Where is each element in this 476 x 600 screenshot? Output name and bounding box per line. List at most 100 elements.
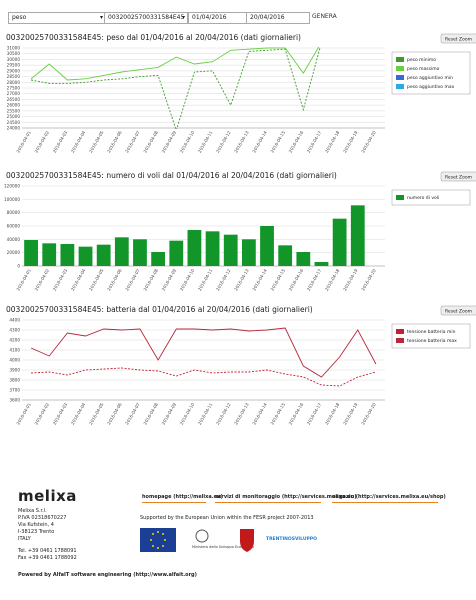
bar (241, 239, 256, 266)
y-tick-label: 26000 (7, 103, 21, 108)
reset-zoom-label: Reset Zoom (445, 37, 472, 43)
x-tick-label: 2016-04-14 (251, 130, 268, 154)
x-tick-label: 2016-04-17 (306, 268, 323, 292)
x-tick-label: 2016-04-08 (142, 130, 159, 154)
x-tick-label: 2016-04-15 (270, 268, 287, 292)
y-tick-label: 4000 (9, 358, 20, 363)
y-tick-label: 29500 (7, 63, 21, 68)
y-tick-label: 3900 (9, 368, 20, 373)
x-tick-label: 2016-04-08 (142, 268, 159, 292)
x-tick-label: 2016-04-18 (324, 130, 341, 154)
ministry-label: Ministero dello Sviluppo Economico (192, 545, 254, 549)
sponsor-logos: Ministero dello Sviluppo Economico TRENT… (140, 528, 317, 552)
y-tick-label: 27500 (7, 86, 21, 91)
date-to-input[interactable]: 20/04/2016 (246, 12, 310, 24)
legend-box (391, 189, 471, 206)
legend-label: peso massimo (407, 66, 440, 72)
link[interactable]: negozio (http://services.melixa.eu/shop) (332, 494, 446, 503)
x-tick-label: 2016-04-05 (88, 130, 105, 154)
x-tick-label: 2016-04-04 (70, 268, 87, 292)
parameter-select[interactable]: peso (8, 12, 106, 24)
y-tick-label: 4300 (9, 328, 20, 333)
y-tick-label: 120000 (4, 184, 20, 189)
legend-label: numero di voli (407, 195, 439, 201)
x-tick-label: 2016-04-03 (52, 402, 69, 426)
support-text: Supported by the European Union within t… (140, 515, 314, 521)
x-tick-label: 2016-04-09 (161, 402, 178, 426)
address-line: Melixa S.r.l. (18, 508, 47, 514)
y-tick-label: 20000 (7, 250, 21, 255)
plot (30, 327, 377, 387)
x-tick-label: 2016-04-10 (179, 402, 196, 426)
legend-label: peso aggiuntivo max (407, 84, 455, 90)
chart-flights: 00320025700331584E45: numero di voli dal… (4, 171, 476, 292)
x-tick-label: 2016-04-09 (161, 130, 178, 154)
x-tick-label: 2016-04-17 (306, 402, 323, 426)
y-tick-label: 0 (17, 264, 20, 269)
bar (78, 246, 93, 266)
x-tick-label: 2016-04-01 (15, 130, 32, 154)
legend-swatch (396, 338, 404, 343)
contact-line: Fax +39 0461 1788092 (18, 555, 77, 561)
date-from-input[interactable]: 01/04/2016 (188, 12, 248, 24)
x-tick-label: 2016-04-20 (360, 268, 377, 292)
trentino-logo: TRENTINOSVILUPPO (266, 536, 317, 542)
x-tick-label: 2016-04-06 (106, 130, 123, 154)
reset-zoom[interactable] (440, 171, 476, 182)
contacts: Tel. +39 0461 1788091 Fax +39 0461 17880… (18, 548, 77, 562)
ministry-emblem (195, 529, 209, 543)
reset-zoom[interactable] (440, 305, 476, 316)
eu-stars (150, 531, 166, 549)
chart-title: 00320025700331584E45: numero di voli dal… (6, 171, 337, 180)
address-line: Via Kufstein, 4 (18, 522, 54, 528)
bar (24, 240, 38, 266)
bar (260, 226, 274, 266)
link[interactable]: homepage (http://melixa.eu) (142, 494, 223, 503)
x-tick-label: 2016-04-08 (142, 402, 159, 426)
y-tick-label: 26500 (7, 97, 21, 102)
y-tick-label: 28000 (7, 80, 21, 85)
x-tick-label: 2016-04-06 (106, 402, 123, 426)
legend-swatch (396, 66, 404, 71)
x-tick-label: 2016-04-14 (251, 402, 268, 426)
x-tick-label: 2016-04-19 (342, 130, 359, 154)
y-tick-label: 4100 (9, 348, 20, 353)
generate-button[interactable]: GENERA (312, 13, 337, 20)
bar (314, 262, 329, 266)
x-tick-label: 2016-04-12 (215, 268, 232, 292)
address-line: ITALY (18, 536, 31, 542)
reset-zoom-label: Reset Zoom (445, 175, 472, 181)
chart-weight: 00320025700331584E45: peso dal 01/04/201… (6, 33, 476, 154)
x-tick-label: 2016-04-19 (342, 402, 359, 426)
line (30, 47, 321, 129)
legend-label: tensione batteria min (407, 329, 456, 335)
x-tick-label: 2016-04-17 (306, 130, 323, 154)
x-tick-label: 2016-04-18 (324, 402, 341, 426)
y-tick-label: 3800 (9, 378, 20, 383)
y-tick-label: 30000 (7, 57, 21, 62)
bar (169, 240, 184, 266)
reset-zoom[interactable] (440, 33, 476, 44)
x-tick-label: 2016-04-12 (215, 402, 232, 426)
x-tick-label: 2016-04-07 (124, 268, 141, 292)
bar (187, 230, 202, 266)
address-line: P.IVA 02318670227 (18, 515, 67, 521)
x-tick-label: 2016-04-09 (161, 268, 178, 292)
x-tick-label: 2016-04-15 (270, 402, 287, 426)
y-tick-label: 31000 (7, 46, 21, 51)
x-tick-label: 2016-04-16 (288, 130, 305, 154)
y-tick-label: 25000 (7, 114, 21, 119)
x-tick-label: 2016-04-07 (124, 130, 141, 154)
chart-battery: 00320025700331584E45: batteria dal 01/04… (6, 305, 476, 426)
legend-label: tensione batteria max (407, 338, 457, 344)
device-select[interactable]: 00320025700331584E45 (104, 12, 188, 24)
x-tick-label: 2016-04-18 (324, 268, 341, 292)
y-tick-label: 3700 (9, 388, 20, 393)
bar (332, 218, 347, 266)
x-tick-label: 2016-04-11 (197, 130, 214, 154)
x-tick-label: 2016-04-05 (88, 402, 105, 426)
bar (350, 205, 365, 266)
link[interactable]: servizi di monitoraggio (http://services… (215, 494, 357, 503)
plot (24, 205, 365, 266)
x-tick-label: 2016-04-11 (197, 402, 214, 426)
